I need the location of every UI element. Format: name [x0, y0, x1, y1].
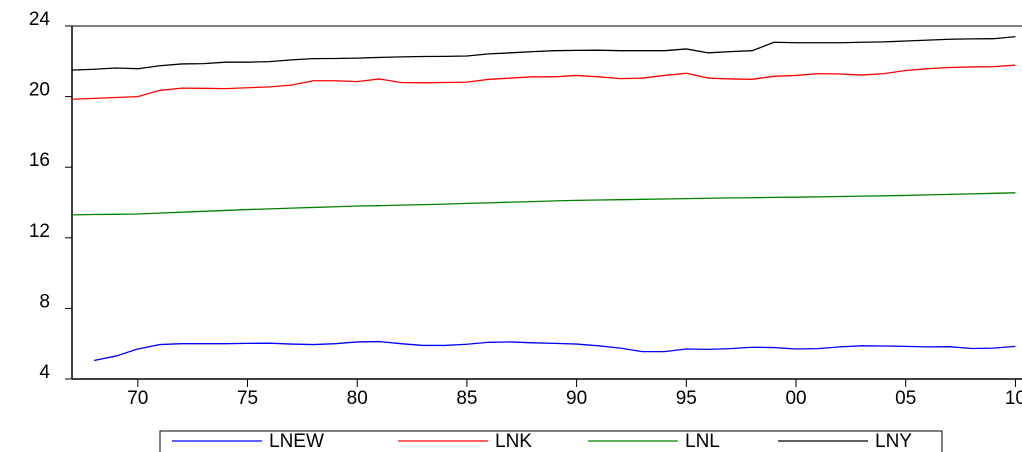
- x-tick-label: 05: [895, 388, 916, 409]
- legend-label: LNK: [495, 431, 532, 452]
- x-tick-label: 00: [785, 388, 806, 409]
- y-tick-label: 8: [39, 291, 50, 312]
- x-tick-label: 10: [1005, 388, 1022, 409]
- data-line: [71, 35, 1016, 71]
- data-line: [71, 192, 1016, 216]
- x-tick-label: 90: [566, 388, 587, 409]
- legend-label: LNL: [685, 431, 720, 452]
- legend-label: LNY: [875, 431, 912, 452]
- data-line: [93, 340, 1016, 362]
- legend-box: [159, 430, 943, 452]
- y-tick-label: 16: [29, 150, 50, 171]
- x-tick-label: 85: [456, 388, 477, 409]
- data-line: [71, 64, 1016, 100]
- y-tick-label: 20: [29, 80, 50, 101]
- x-tick-label: 75: [237, 388, 258, 409]
- y-tick-label: 24: [29, 9, 51, 30]
- legend-label: LNEW: [269, 431, 324, 452]
- x-tick-label: 95: [676, 388, 697, 409]
- x-tick-label: 70: [127, 388, 148, 409]
- x-tick-label: 80: [347, 388, 368, 409]
- y-tick-label: 12: [29, 221, 50, 242]
- y-tick-label: 4: [39, 362, 50, 383]
